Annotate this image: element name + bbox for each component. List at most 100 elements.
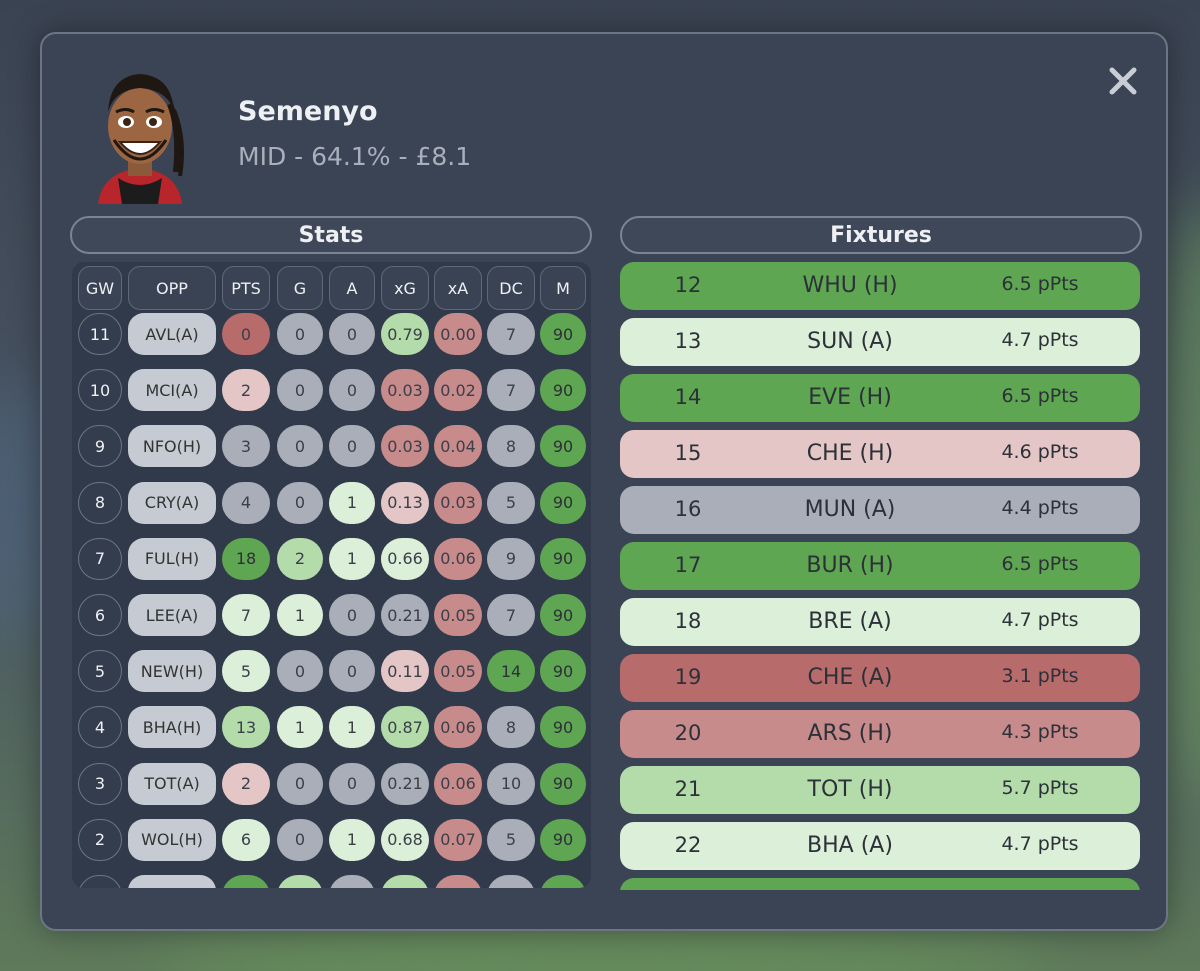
stat-cell-g: 1 <box>277 706 323 749</box>
fixture-opp: EVE (H) <box>808 385 892 410</box>
column-header-xa[interactable]: xA <box>434 266 482 310</box>
column-header-xg[interactable]: xG <box>381 266 429 310</box>
column-header-dc[interactable]: DC <box>487 266 535 310</box>
fixture-row[interactable]: 16 MUN (A) 4.4 pPts <box>620 486 1140 534</box>
stat-cell-pts: 2 <box>222 369 270 412</box>
stat-cell-gw: 8 <box>78 481 122 524</box>
column-header-m[interactable]: M <box>540 266 586 310</box>
stat-cell-xa: 0.07 <box>434 818 482 861</box>
stat-cell-pts: 3 <box>222 425 270 468</box>
stat-cell-gw: 2 <box>78 818 122 861</box>
stat-cell-m: 90 <box>540 369 586 412</box>
stat-cell-xa: 0.02 <box>434 369 482 412</box>
fixture-pts: 4.4 pPts <box>1001 497 1079 519</box>
player-avatar <box>98 74 184 204</box>
column-header-g[interactable]: G <box>277 266 323 310</box>
stat-cell-xa: 0.00 <box>434 313 482 355</box>
player-meta: MID - 64.1% - £8.1 <box>238 142 472 171</box>
stat-cell-g: 0 <box>277 481 323 524</box>
column-header-opp[interactable]: OPP <box>128 266 216 310</box>
stat-cell-dc: 5 <box>487 818 535 861</box>
column-header-pts[interactable]: PTS <box>222 266 270 310</box>
fixture-opp: ARS (H) <box>807 721 893 746</box>
stat-cell-xa: 0.05 <box>434 650 482 693</box>
stat-cell-gw: 9 <box>78 425 122 468</box>
stat-cell-gw: 1 <box>78 875 122 888</box>
stat-cell-m: 90 <box>540 650 586 693</box>
stat-cell-g: 0 <box>277 762 323 805</box>
fixture-opp: SUN (A) <box>807 329 893 354</box>
stat-cell-xg: 0.87 <box>381 706 429 749</box>
stat-cell-dc: 5 <box>487 875 535 888</box>
stat-cell-gw: 3 <box>78 762 122 805</box>
stat-cell-xa: 0.02 <box>434 875 482 888</box>
stat-cell-g: 0 <box>277 650 323 693</box>
stat-cell-gw: 11 <box>78 313 122 355</box>
fixture-row[interactable] <box>620 878 1140 890</box>
stat-cell-a: 0 <box>329 650 375 693</box>
stat-cell-a: 0 <box>329 369 375 412</box>
fixture-row[interactable]: 17 BUR (H) 6.5 pPts <box>620 542 1140 590</box>
stat-cell-dc: 9 <box>487 537 535 580</box>
stat-cell-xg: 0.11 <box>381 650 429 693</box>
column-header-gw[interactable]: GW <box>78 266 122 310</box>
stat-cell-g: 0 <box>277 818 323 861</box>
stat-cell-opp: BHA(H) <box>128 706 216 749</box>
fixture-row[interactable]: 19 CHE (A) 3.1 pPts <box>620 654 1140 702</box>
fixture-row[interactable]: 18 BRE (A) 4.7 pPts <box>620 598 1140 646</box>
stat-cell-m: 90 <box>540 425 586 468</box>
fixture-opp: BRE (A) <box>808 609 892 634</box>
stat-cell-a: 0 <box>329 875 375 888</box>
stat-cell-dc: 7 <box>487 369 535 412</box>
close-icon[interactable] <box>1106 64 1140 98</box>
fixture-gw: 17 <box>674 553 702 577</box>
fixture-row[interactable]: 20 ARS (H) 4.3 pPts <box>620 710 1140 758</box>
fixture-pts: 4.7 pPts <box>1001 329 1079 351</box>
fixture-gw: 18 <box>674 609 702 633</box>
stat-cell-xg: 0.79 <box>381 313 429 355</box>
player-name: Semenyo <box>238 96 378 127</box>
stat-cell-m: 90 <box>540 818 586 861</box>
stat-cell-dc: 8 <box>487 425 535 468</box>
fixture-opp: BUR (H) <box>806 553 894 578</box>
fixture-pts: 6.5 pPts <box>1001 385 1079 407</box>
fixture-opp: TOT (H) <box>807 777 893 802</box>
fixture-gw: 21 <box>674 777 702 801</box>
fixture-row[interactable]: 21 TOT (H) 5.7 pPts <box>620 766 1140 814</box>
fixture-gw: 16 <box>674 497 702 521</box>
stat-cell-m: 90 <box>540 762 586 805</box>
stat-cell-xg: 0.21 <box>381 594 429 636</box>
stat-cell-opp: WOL(H) <box>128 818 216 861</box>
fixture-pts: 6.5 pPts <box>1001 553 1079 575</box>
stat-cell-xg: 0.21 <box>381 762 429 805</box>
fixture-pts: 4.3 pPts <box>1001 721 1079 743</box>
fixture-row[interactable]: 12 WHU (H) 6.5 pPts <box>620 262 1140 310</box>
stat-cell-opp: AVL(A) <box>128 313 216 355</box>
stat-cell-opp: FUL(H) <box>128 537 216 580</box>
stat-cell-gw: 5 <box>78 650 122 693</box>
fixture-gw: 22 <box>674 833 702 857</box>
fixture-gw: 14 <box>674 385 702 409</box>
fixture-row[interactable]: 15 CHE (H) 4.6 pPts <box>620 430 1140 478</box>
stat-cell-xg: 0.03 <box>381 425 429 468</box>
stat-cell-m: 90 <box>540 875 586 888</box>
stat-cell-m: 90 <box>540 706 586 749</box>
stat-cell-m: 90 <box>540 537 586 580</box>
stat-cell-opp: MCI(A) <box>128 369 216 412</box>
stat-cell-dc: 7 <box>487 594 535 636</box>
stat-cell-a: 0 <box>329 594 375 636</box>
fixture-row[interactable]: 14 EVE (H) 6.5 pPts <box>620 374 1140 422</box>
fixture-row[interactable]: 13 SUN (A) 4.7 pPts <box>620 318 1140 366</box>
stat-cell-pts: 0 <box>222 313 270 355</box>
stat-cell-xa: 0.06 <box>434 706 482 749</box>
column-header-a[interactable]: A <box>329 266 375 310</box>
stat-cell-pts: 6 <box>222 818 270 861</box>
fixtures-list[interactable]: 12 WHU (H) 6.5 pPts 13 SUN (A) 4.7 pPts 14 EVE … <box>620 262 1142 890</box>
stat-cell-gw: 4 <box>78 706 122 749</box>
fixture-row[interactable]: 22 BHA (A) 4.7 pPts <box>620 822 1140 870</box>
stat-cell-g: 0 <box>277 313 323 355</box>
fixture-pts: 4.7 pPts <box>1001 833 1079 855</box>
stat-cell-xa: 0.03 <box>434 481 482 524</box>
stat-cell-pts: 15 <box>222 875 270 888</box>
